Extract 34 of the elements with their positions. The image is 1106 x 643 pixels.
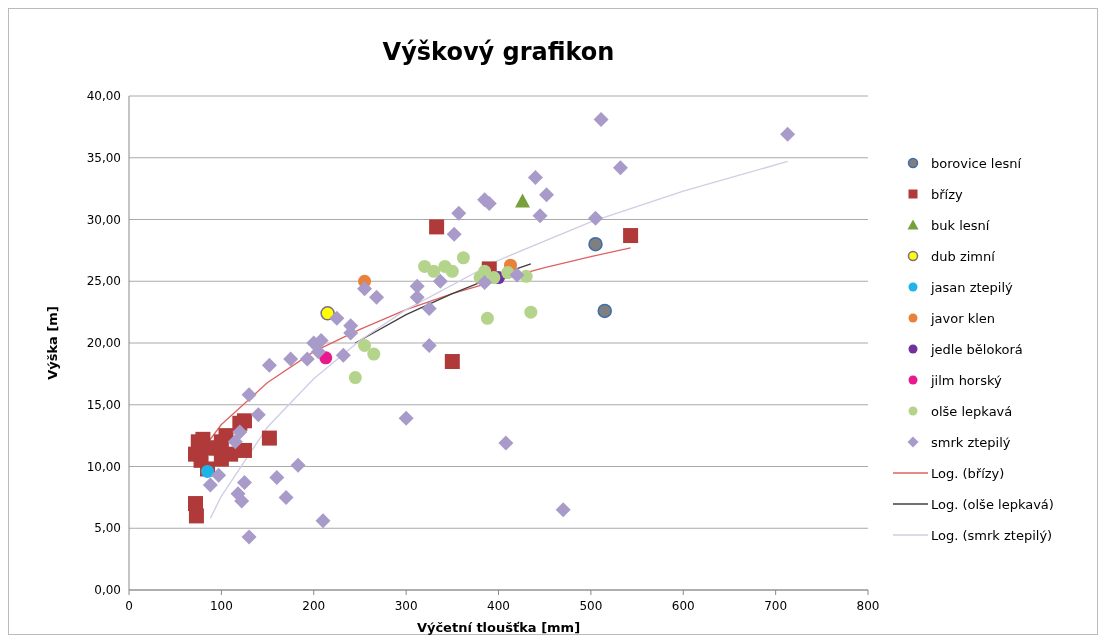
legend-label: jedle bělokorá <box>930 342 1023 357</box>
legend-label: břízy <box>931 187 964 202</box>
y-tick-label: 5,00 <box>94 521 121 536</box>
legend-label: jilm horský <box>930 373 1003 388</box>
legend-label: buk lesní <box>931 218 990 233</box>
x-axis-title: Výčetní tloušťka [mm] <box>416 620 581 635</box>
y-tick-label: 20,00 <box>86 336 121 350</box>
x-tick-label: 300 <box>394 599 418 613</box>
legend-label: smrk ztepilý <box>931 435 1011 450</box>
x-tick-label: 700 <box>764 599 788 613</box>
y-tick-label: 30,00 <box>86 212 121 227</box>
legend-label: Log. (břízy) <box>931 466 1005 481</box>
legend-label: javor klen <box>930 311 996 326</box>
y-tick-label: 15,00 <box>86 397 121 412</box>
y-tick-label: 0,00 <box>94 583 121 597</box>
legend-label: olše lepkavá <box>931 404 1013 419</box>
x-tick-label: 500 <box>579 599 603 613</box>
y-tick-label: 35,00 <box>86 150 121 165</box>
legend-label: jasan ztepilý <box>930 280 1014 295</box>
y-tick-label: 40,00 <box>86 89 121 103</box>
x-tick-label: 600 <box>671 599 695 613</box>
legend-label: Log. (smrk ztepilý) <box>931 528 1053 543</box>
legend-label: dub zimní <box>931 249 996 264</box>
x-tick-label: 200 <box>302 599 326 613</box>
legend-label: borovice lesní <box>931 156 1022 171</box>
y-tick-label: 25,00 <box>86 274 121 289</box>
y-tick-label: 10,00 <box>86 459 121 474</box>
x-tick-label: 100 <box>209 599 233 613</box>
y-axis-title: Výška [m] <box>45 306 60 380</box>
x-tick-label: 0 <box>125 599 133 613</box>
legend-label: Log. (olše lepkavá) <box>931 497 1054 512</box>
chart-title: Výškový grafikon <box>382 38 615 66</box>
x-tick-label: 400 <box>487 599 510 613</box>
x-tick-label: 800 <box>856 599 880 613</box>
